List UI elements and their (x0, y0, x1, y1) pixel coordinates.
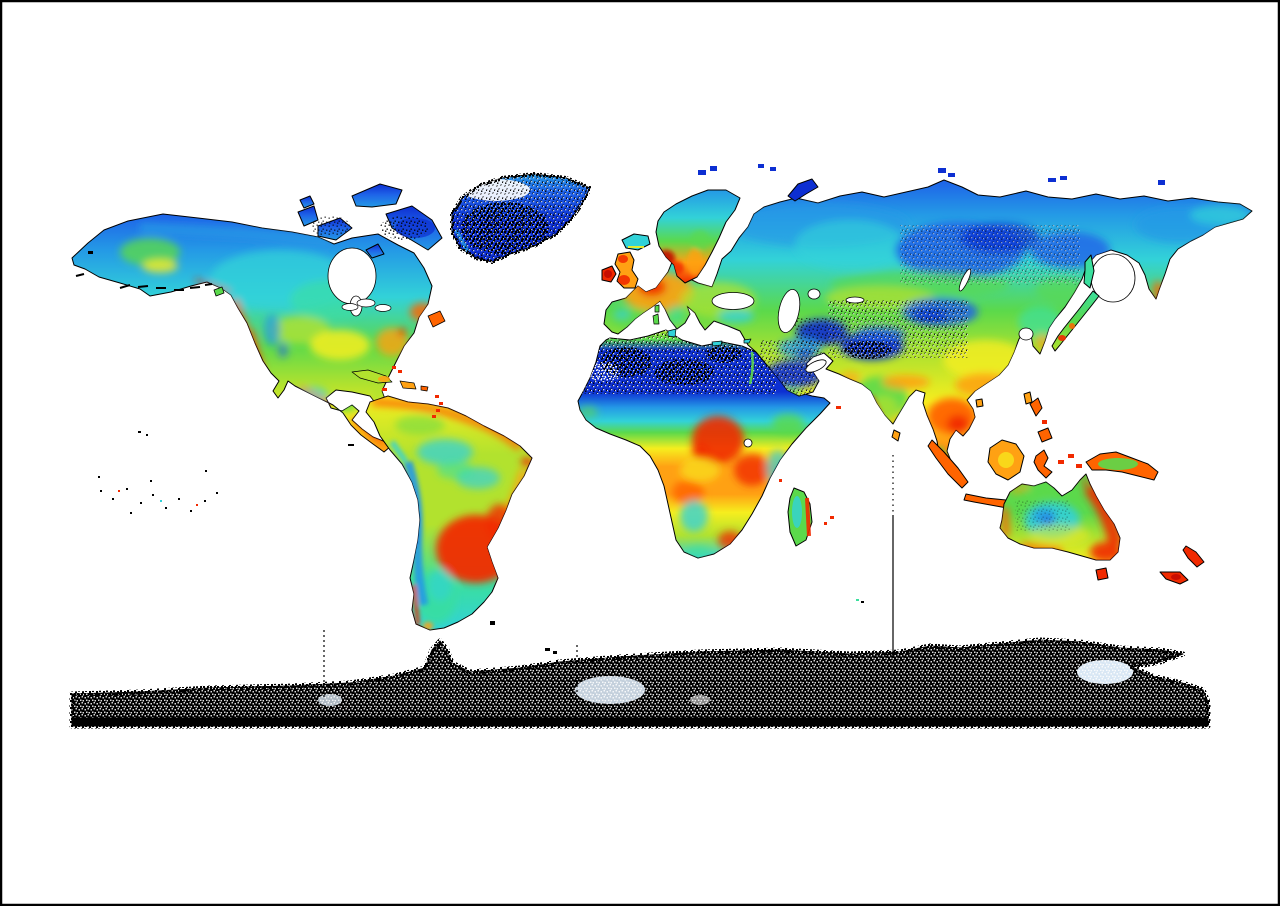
sahara-no-data-speckle (580, 330, 776, 394)
caribbean-islands (351, 366, 443, 418)
newfoundland-vancouver (213, 286, 446, 328)
canadian-arctic-islands (297, 183, 443, 259)
british-isles (601, 251, 639, 289)
continent-africa (577, 329, 831, 559)
continent-south-america (365, 395, 533, 631)
aleutian-chain (75, 273, 213, 291)
asia-no-data-speckle (760, 225, 1080, 398)
japan (975, 254, 1100, 408)
mediterranean-islands (652, 304, 752, 347)
iceland (621, 233, 651, 251)
continent-australia (999, 473, 1121, 581)
lake-victoria (743, 438, 753, 448)
new-zealand (1159, 545, 1205, 585)
sri-lanka (891, 429, 901, 442)
great-lakes (341, 298, 392, 312)
taiwan (1023, 391, 1033, 405)
falkland-islands (490, 621, 495, 625)
greenland (450, 172, 592, 264)
hainan (975, 398, 984, 408)
continent-eurasia (603, 179, 1253, 465)
pacific-island-specks (88, 251, 864, 603)
russian-arctic-islands (698, 164, 1165, 202)
tasmania (1095, 567, 1109, 581)
indian-ocean-islands (779, 406, 841, 525)
inland-seas (711, 253, 1136, 373)
madagascar (787, 487, 813, 547)
scanline-artifacts (323, 455, 894, 700)
landmasses (70, 164, 1253, 726)
south-georgia (545, 648, 550, 651)
